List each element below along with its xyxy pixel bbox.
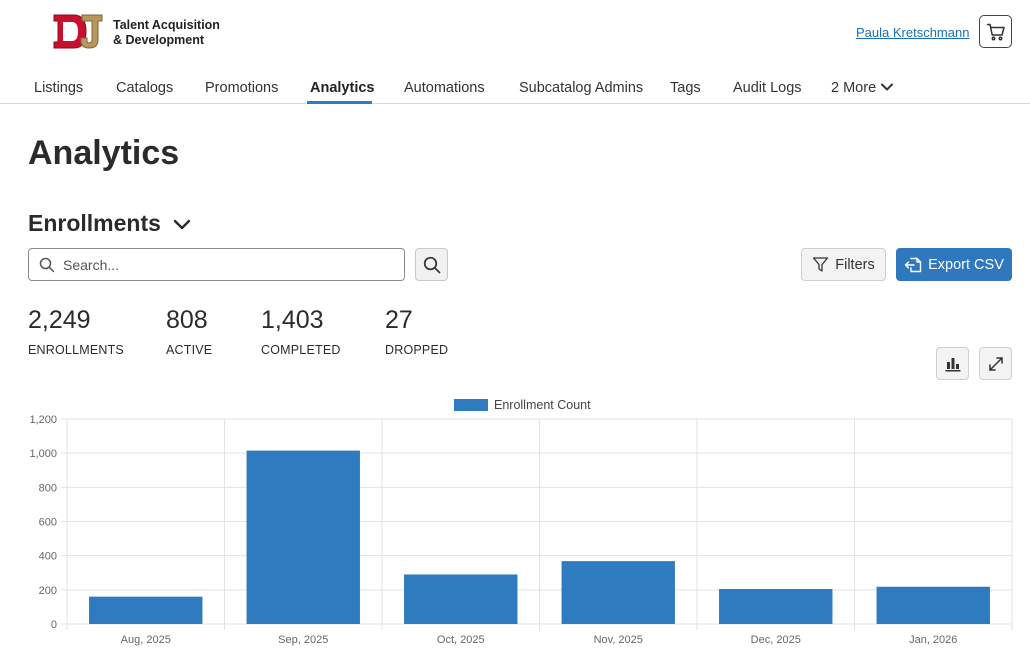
page-title: Analytics (28, 134, 180, 172)
y-tick-label: 1,000 (29, 448, 57, 460)
search-field[interactable] (28, 248, 405, 281)
brand-line-2: & Development (113, 32, 204, 47)
stat-completed: 1,403 COMPLETED (261, 306, 341, 357)
brand-line-1: Talent Acquisition (113, 18, 220, 32)
nav-listings[interactable]: Listings (34, 80, 84, 96)
nav-catalogs[interactable]: Catalogs (116, 80, 174, 96)
bar (89, 596, 203, 624)
main-nav: Listings Catalogs Promotions Analytics A… (0, 70, 1030, 104)
nav-audit-logs[interactable]: Audit Logs (733, 80, 802, 96)
report-selector[interactable]: Enrollments (28, 210, 191, 237)
x-tick-label: Nov, 2025 (594, 634, 643, 646)
stat-dropped: 27 DROPPED (385, 306, 448, 357)
enrollment-chart: 0 200 400 600 800 1,000 1,200 Aug, 2025 Sep, 202… (0, 392, 1030, 656)
enrollment-bar-chart: 0 200 400 600 800 1,000 1,200 Aug, 2025 Sep, 202… (29, 398, 1013, 646)
x-tick-label: Sep, 2025 (278, 634, 328, 646)
nav-subcatalog-admins[interactable]: Subcatalog Admins (519, 80, 644, 96)
x-tick-label: Oct, 2025 (437, 634, 485, 646)
chart-type-button[interactable] (936, 347, 969, 380)
x-tick-label: Dec, 2025 (751, 634, 801, 646)
stat-value: 808 (166, 306, 208, 334)
x-tick-label: Jan, 2026 (909, 634, 957, 646)
stat-label: ENROLLMENTS (28, 343, 124, 357)
y-tick-label: 800 (39, 482, 57, 494)
expand-icon (988, 356, 1003, 371)
stat-enrollments: 2,249 ENROLLMENTS (28, 306, 124, 357)
app-header: Talent Acquisition & Development Paula K… (0, 0, 1030, 66)
y-tick-label: 200 (39, 585, 57, 597)
y-tick-label: 600 (39, 517, 57, 529)
bar (719, 588, 833, 624)
export-csv-button[interactable]: Export CSV (896, 248, 1012, 281)
search-icon (423, 256, 440, 273)
stat-active: 808 ACTIVE (166, 306, 212, 357)
stat-label: COMPLETED (261, 343, 341, 357)
filters-button[interactable]: Filters (801, 248, 886, 281)
bar (876, 586, 990, 624)
chevron-down-icon (173, 219, 191, 229)
nav-analytics[interactable]: Analytics (310, 80, 375, 96)
search-input[interactable] (63, 249, 398, 280)
bar (404, 574, 518, 624)
nav-automations[interactable]: Automations (404, 80, 485, 96)
stat-label: DROPPED (385, 343, 449, 357)
export-icon (904, 257, 922, 272)
stat-value: 1,403 (261, 306, 324, 334)
filters-label: Filters (835, 256, 875, 273)
x-tick-label: Aug, 2025 (121, 634, 171, 646)
y-tick-label: 0 (51, 619, 57, 631)
search-icon (39, 257, 55, 273)
nav-promotions[interactable]: Promotions (205, 80, 279, 96)
user-name-link[interactable]: Paula Kretschmann (856, 25, 970, 40)
du-logo[interactable] (52, 13, 104, 50)
report-selector-label: Enrollments (28, 210, 161, 236)
active-tab-indicator (307, 101, 372, 104)
filter-icon (813, 257, 829, 272)
nav-more-label: 2 More (831, 80, 877, 96)
legend-swatch (454, 399, 488, 411)
stat-label: ACTIVE (166, 343, 213, 357)
brand-name: Talent Acquisition & Development (113, 18, 220, 47)
search-button[interactable] (415, 248, 448, 281)
chevron-down-icon (881, 83, 894, 91)
bar (246, 450, 360, 624)
y-tick-label: 400 (39, 551, 57, 563)
bar (561, 561, 675, 624)
legend-label: Enrollment Count (494, 398, 591, 412)
nav-more[interactable]: 2 More (831, 80, 894, 96)
cart-icon (986, 23, 1005, 40)
y-tick-label: 1,200 (29, 414, 57, 426)
nav-tags[interactable]: Tags (670, 80, 701, 96)
expand-chart-button[interactable] (979, 347, 1012, 380)
stat-value: 27 (385, 306, 413, 334)
stat-value: 2,249 (28, 306, 91, 334)
bar-chart-icon (945, 357, 960, 371)
export-label: Export CSV (928, 256, 1004, 273)
cart-button[interactable] (979, 15, 1012, 48)
